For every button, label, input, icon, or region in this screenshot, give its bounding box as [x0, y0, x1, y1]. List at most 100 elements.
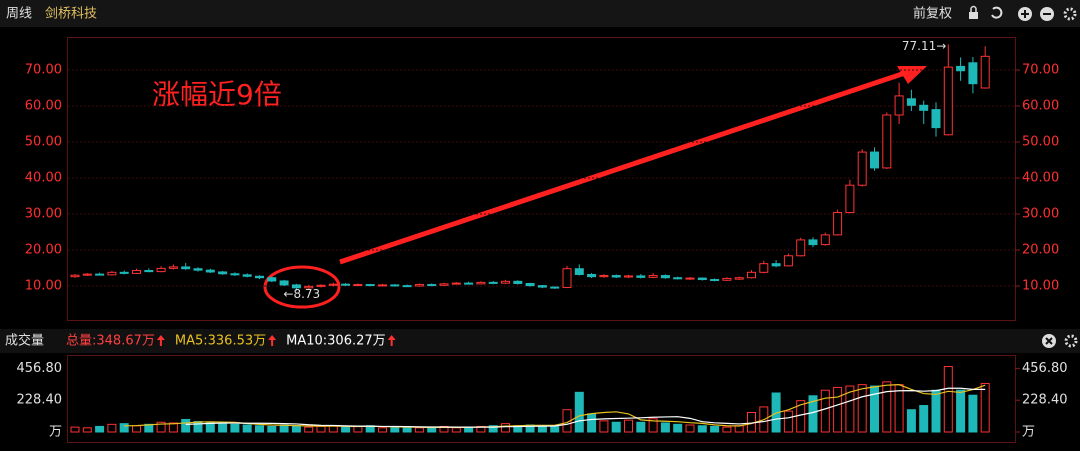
volume-bar — [537, 425, 547, 433]
volume-bar — [931, 389, 941, 433]
candle-body — [451, 282, 461, 285]
volume-bar — [181, 418, 191, 433]
volume-bar — [304, 426, 314, 433]
volume-bar — [697, 425, 707, 433]
volume-bar — [488, 425, 498, 433]
highlight-circle — [263, 265, 341, 309]
candle-body — [427, 284, 437, 287]
candle-body — [95, 273, 105, 276]
volume-bar — [291, 425, 301, 433]
volume-bar — [882, 381, 892, 433]
candle-body — [267, 277, 277, 282]
y-tick-label: 30.00 — [25, 207, 62, 222]
candle-body — [70, 274, 80, 278]
volume-bar — [242, 424, 252, 433]
candle-body — [464, 282, 474, 285]
candle-body — [242, 274, 252, 277]
trend-arrow — [339, 70, 906, 265]
candle-body — [857, 151, 867, 186]
volume-bar — [648, 418, 658, 433]
candle-body — [673, 277, 683, 280]
y-tick-label-right: 50.00 — [1022, 135, 1059, 150]
volume-bar — [402, 427, 412, 433]
candle-body — [119, 271, 129, 274]
settings-icon[interactable] — [1064, 334, 1078, 348]
candle-body — [218, 271, 228, 275]
volume-bar — [267, 425, 277, 433]
plus-sign — [1021, 10, 1029, 18]
y-tick-label: 万 — [49, 425, 62, 440]
stock-name: 剑桥科技 — [45, 6, 97, 22]
candle-body — [980, 55, 990, 89]
volume-bar — [587, 413, 597, 433]
candle-body — [353, 284, 363, 287]
volume-bar — [168, 422, 178, 433]
candle-body — [599, 275, 609, 278]
volume-bar — [660, 422, 670, 433]
candle-body — [587, 273, 597, 278]
candle-body — [230, 273, 240, 276]
candle-body — [882, 114, 892, 169]
y-tick-label: 60.00 — [25, 99, 62, 114]
candle-body — [968, 62, 978, 85]
candle-body — [820, 234, 830, 246]
volume-bar — [833, 386, 843, 433]
y-tick-label: 50.00 — [25, 135, 62, 150]
volume-bar — [956, 389, 966, 433]
volume-bar — [82, 427, 92, 433]
candle-body — [550, 286, 560, 289]
toolbar-icons — [969, 5, 1077, 21]
period[interactable]: 周线 — [6, 7, 32, 22]
y-tick-label: 70.00 — [25, 63, 62, 78]
candle-body — [685, 277, 695, 280]
volume-bar — [390, 426, 400, 433]
volume-bar — [980, 382, 990, 433]
legend-entry: MA10:306.27万 — [286, 334, 386, 349]
candle-body — [304, 285, 314, 289]
volume-bar — [870, 385, 879, 433]
y-tick-label-right: 10.00 — [1022, 279, 1059, 294]
candle-body — [562, 268, 572, 288]
volume-bar — [857, 384, 867, 433]
candle-body — [931, 109, 941, 129]
volume-bar — [156, 421, 166, 433]
y-tick-label-right: 20.00 — [1022, 243, 1059, 258]
volume-bar — [968, 394, 978, 433]
candle-body — [943, 66, 953, 136]
volume-bar — [132, 425, 141, 433]
y-tick-label-right: 30.00 — [1022, 207, 1059, 222]
candle-body — [660, 275, 670, 279]
candle-body — [771, 263, 781, 267]
candle-body — [956, 65, 966, 72]
up-arrow-icon — [268, 335, 277, 346]
y-tick-label-right: 70.00 — [1022, 63, 1059, 78]
volume-bar — [341, 426, 351, 433]
adjust-mode[interactable]: 前复权 — [913, 6, 952, 22]
candle-body — [697, 277, 707, 281]
candle-body — [402, 285, 412, 288]
candle-body — [611, 275, 621, 278]
candle-body — [316, 284, 326, 287]
undo-icon[interactable] — [991, 6, 1003, 19]
volume-bar — [906, 409, 916, 433]
volume-bar — [710, 425, 720, 433]
settings-icon[interactable] — [1063, 7, 1077, 21]
volume-bar — [685, 424, 695, 433]
candle-body — [193, 268, 203, 271]
candle-body — [747, 271, 756, 279]
ma-line — [124, 384, 986, 429]
volume-bar — [919, 405, 929, 433]
candle-body — [414, 284, 424, 287]
candle-body — [132, 270, 141, 274]
volume-bar — [70, 426, 80, 433]
candle-body — [870, 151, 879, 169]
price-frame — [67, 37, 1016, 321]
y-tick-label: 456.80 — [17, 361, 63, 376]
candle-body — [144, 270, 154, 273]
high-label: 77.11→ — [902, 39, 946, 53]
y-tick-label: 10.00 — [25, 279, 62, 294]
lock-icon[interactable] — [969, 12, 978, 19]
candle-body — [378, 284, 387, 287]
candle-body — [156, 267, 166, 273]
candle-body — [722, 277, 732, 281]
